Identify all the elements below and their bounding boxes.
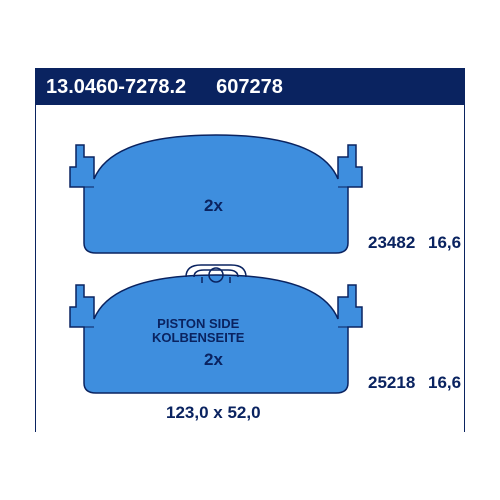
header-bar: 13.0460-7278.2 607278 (36, 69, 464, 105)
piston-side-label: PISTON SIDE KOLBENSEITE (152, 317, 244, 344)
piston-line2: KOLBENSEITE (152, 330, 244, 345)
diagram-frame: 13.0460-7278.2 607278 (35, 68, 465, 432)
pad2-thickness: 16,6 (428, 373, 461, 393)
dimensions-label: 123,0 x 52,0 (166, 403, 261, 423)
pad-top (70, 135, 362, 253)
pad1-code: 23482 (368, 233, 415, 253)
pad1-thickness: 16,6 (428, 233, 461, 253)
short-code: 607278 (216, 76, 283, 99)
part-number: 13.0460-7278.2 (46, 76, 186, 99)
diagram-content: 2x 23482 16,6 PISTON SIDE KOLBENSEITE 2x… (36, 105, 464, 433)
pad1-qty: 2x (204, 197, 223, 214)
pad2-qty: 2x (204, 351, 223, 368)
pad2-code: 25218 (368, 373, 415, 393)
